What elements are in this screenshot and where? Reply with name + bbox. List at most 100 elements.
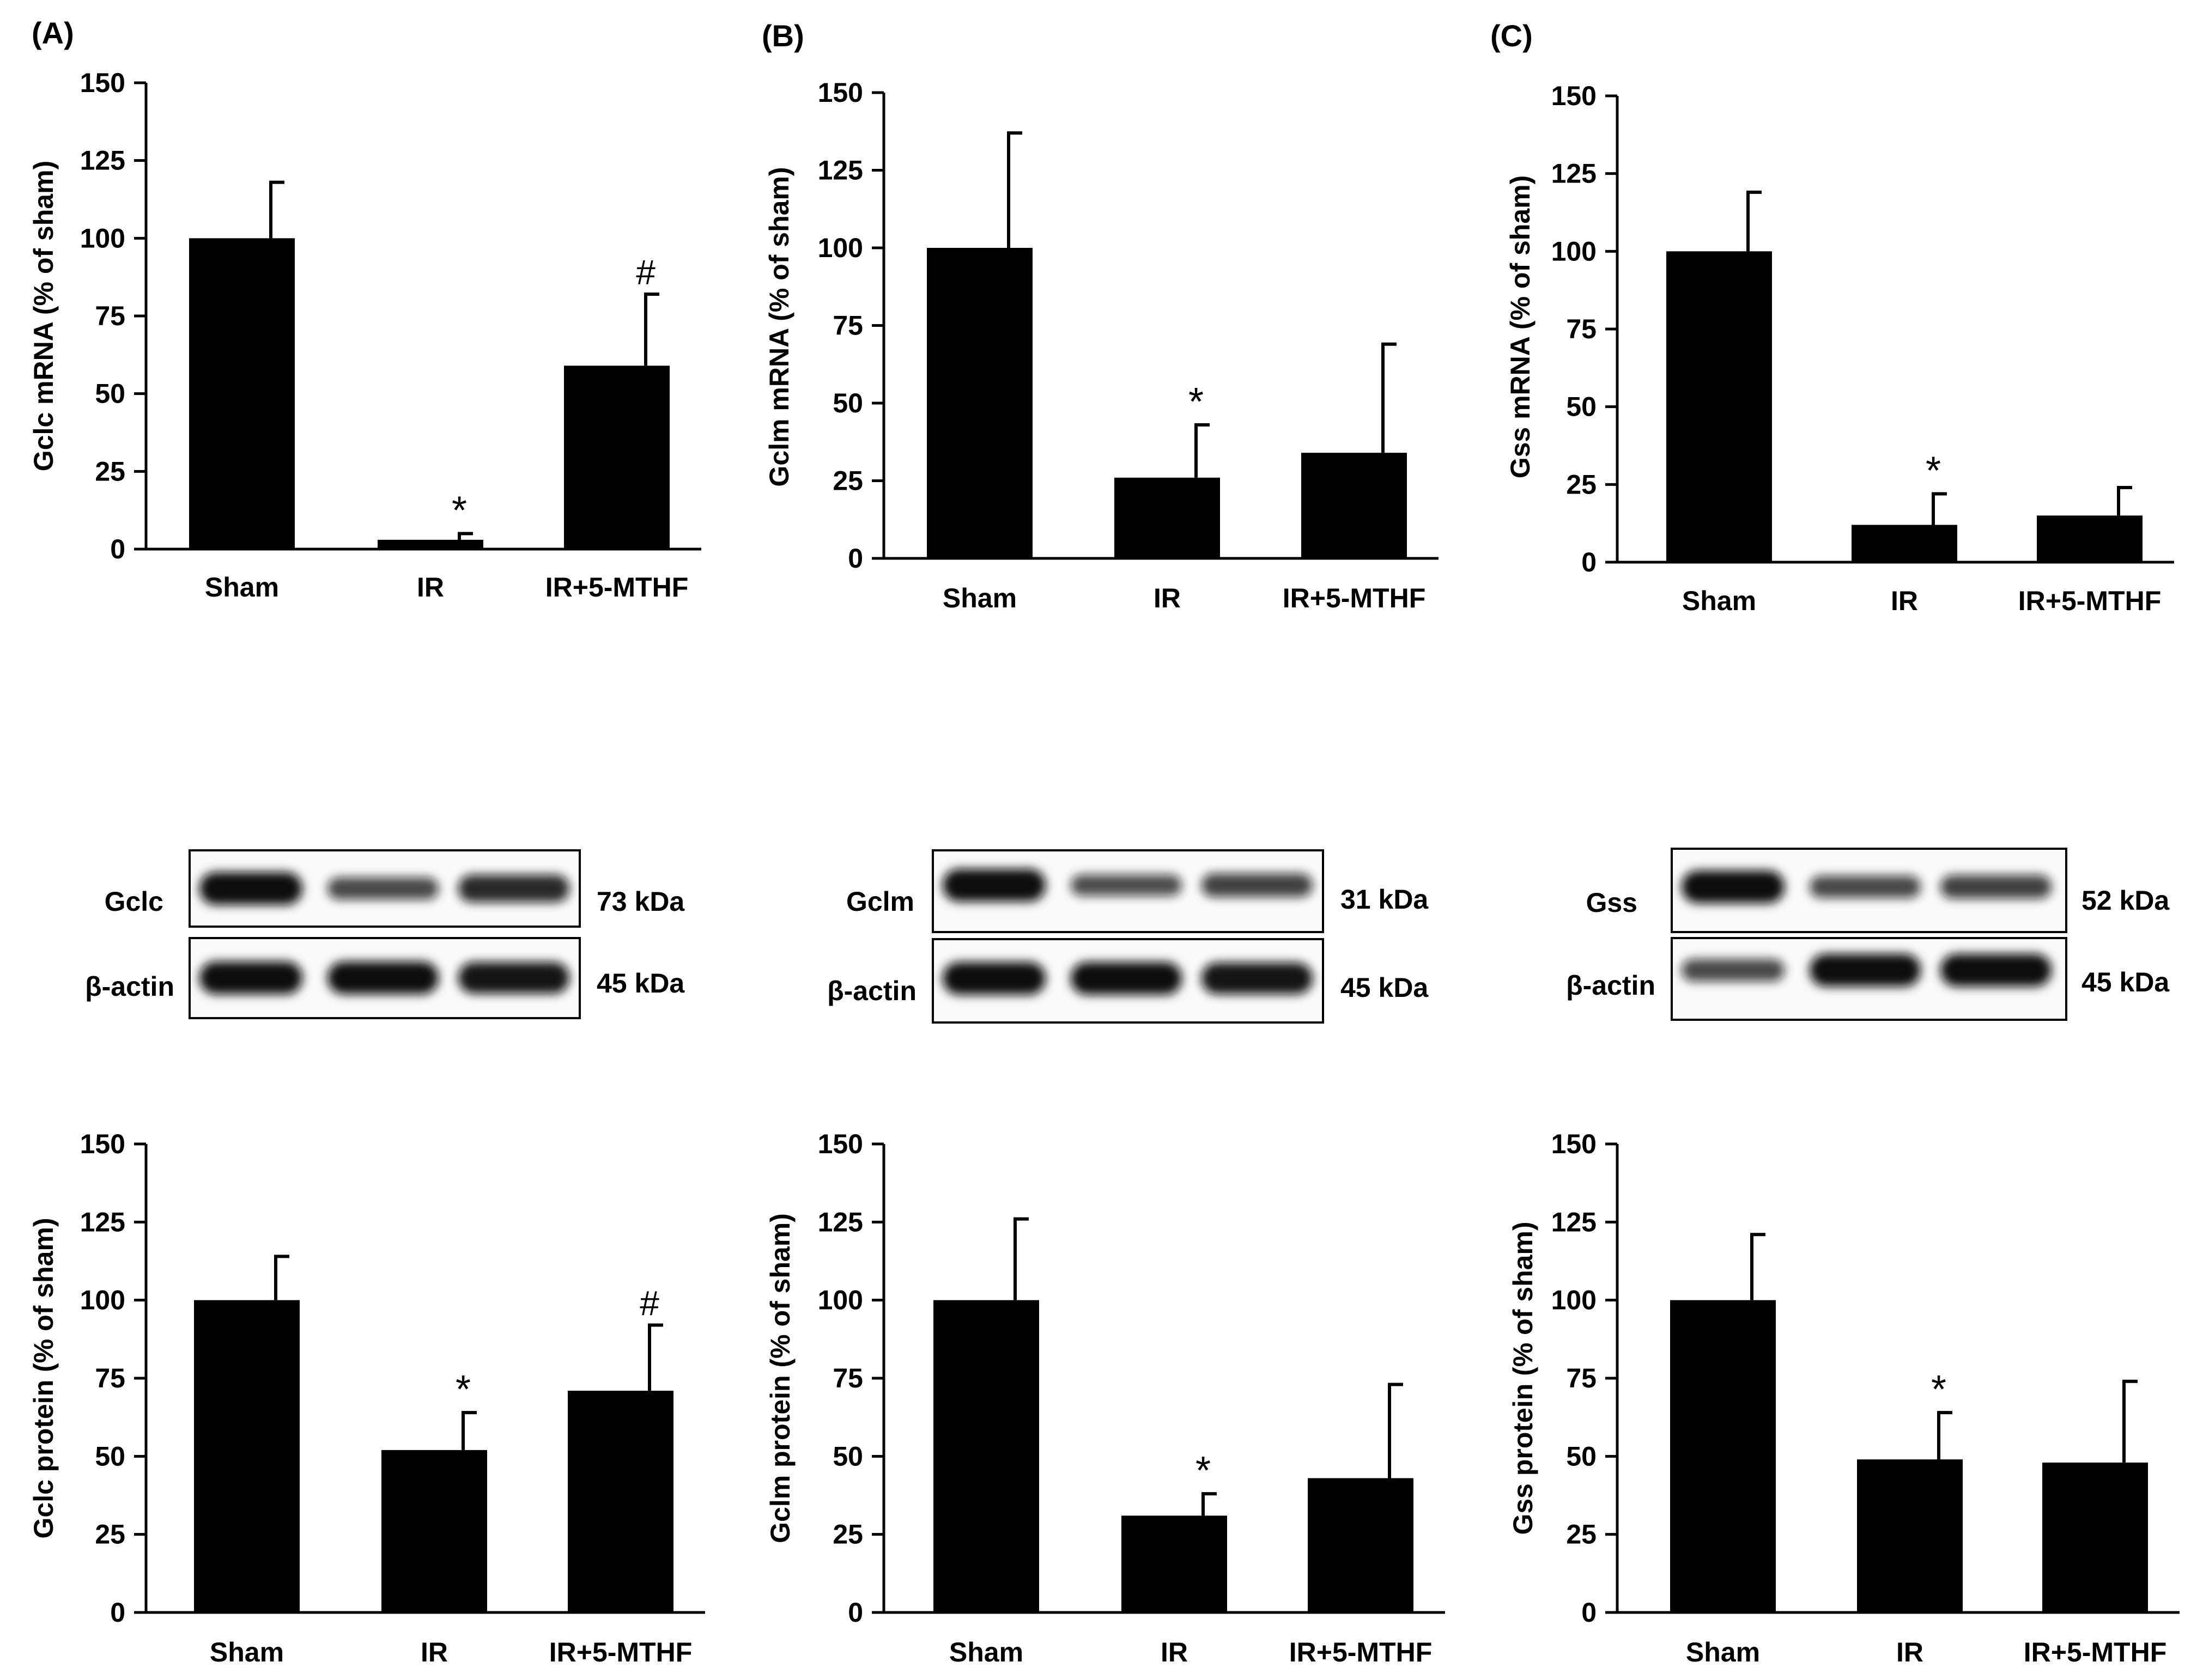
bar [2042, 1462, 2148, 1612]
y-tick-label: 50 [833, 388, 863, 418]
y-tick-label: 25 [833, 1519, 863, 1550]
y-tick-label: 125 [1551, 159, 1597, 189]
significance-mark: * [1931, 1368, 1946, 1411]
bar [189, 238, 295, 549]
y-tick-label: 75 [833, 1363, 863, 1393]
blot-target-kda: 31 kDa [1340, 884, 1429, 915]
category-label: IR [417, 572, 444, 602]
western-blot-gss: Gss β-actin 52 kDa 45 kDa [1566, 848, 2170, 1021]
y-tick-label: 0 [110, 1597, 125, 1628]
y-tick-label: 150 [818, 77, 863, 108]
significance-mark: * [452, 489, 467, 532]
y-tick-label: 100 [818, 233, 863, 263]
bar [1857, 1459, 1963, 1612]
y-tick-label: 100 [818, 1285, 863, 1316]
category-label: IR+5-MTHF [2024, 1637, 2167, 1667]
category-label: Sham [1686, 1637, 1760, 1667]
category-label: IR+5-MTHF [549, 1637, 693, 1667]
blot-band [1940, 954, 2052, 987]
blot-control-kda: 45 kDa [597, 968, 685, 999]
blot-band [1071, 962, 1182, 995]
blot-band [1682, 959, 1785, 982]
chart-gss-protein: 0 25 50 75 100 125 150 Gss protein (% of sham) S… [1508, 1129, 2180, 1667]
y-tick-label: 75 [95, 301, 125, 331]
chart-gclc-mrna: 0 25 50 75 100 125 150 Gclc mRNA (% of sham) Sha… [28, 68, 701, 602]
y-tick-label: 125 [1551, 1207, 1597, 1237]
y-axis-label: Gclc mRNA (% of sham) [28, 161, 59, 471]
blot-band [327, 877, 439, 900]
y-axis-label: Gss mRNA (% of sham) [1505, 175, 1536, 479]
y-tick-label: 50 [95, 1441, 125, 1471]
y-tick-label: 75 [1566, 314, 1597, 344]
blot-band [199, 872, 302, 905]
category-label: Sham [210, 1637, 284, 1667]
blot-band [327, 961, 439, 994]
y-tick-label: 150 [818, 1129, 863, 1159]
y-tick-label: 150 [1551, 81, 1597, 111]
y-tick-label: 0 [110, 534, 125, 564]
bar [1114, 477, 1220, 558]
blot-band [458, 962, 569, 994]
category-label: Sham [205, 572, 279, 602]
bar [568, 1390, 673, 1612]
category-label: IR [1891, 586, 1918, 616]
y-axis-label: Gclm mRNA (% of sham) [764, 167, 794, 486]
bar [194, 1300, 300, 1612]
panel-label-a: (A) [32, 16, 74, 50]
category-label: IR [421, 1637, 448, 1667]
category-label: IR [1896, 1637, 1923, 1667]
y-tick-label: 100 [1551, 236, 1597, 266]
y-tick-label: 100 [1551, 1285, 1597, 1316]
blot-band [943, 869, 1046, 902]
y-tick-label: 50 [833, 1441, 863, 1471]
y-tick-label: 0 [848, 1597, 863, 1628]
blot-band [1810, 875, 1921, 898]
category-label: Sham [1682, 586, 1756, 616]
bar [1666, 251, 1772, 562]
blot-control-kda: 45 kDa [2081, 967, 2170, 997]
category-label: IR+5-MTHF [2018, 586, 2162, 616]
y-tick-label: 0 [1581, 547, 1597, 577]
y-tick-label: 150 [1551, 1129, 1597, 1159]
bar [1308, 1478, 1413, 1612]
bar [927, 248, 1033, 558]
y-tick-label: 125 [818, 1207, 863, 1237]
blot-target-kda: 52 kDa [2081, 885, 2170, 916]
blot-target-label: Gclc [105, 886, 163, 917]
y-tick-label: 50 [1566, 392, 1597, 422]
y-tick-label: 75 [1566, 1363, 1597, 1393]
y-tick-label: 125 [80, 145, 125, 176]
chart-gclc-protein: 0 25 50 75 100 125 150 Gclc protein (% of sham)… [28, 1129, 705, 1667]
significance-mark: * [1188, 380, 1204, 424]
blot-target-label: Gss [1586, 887, 1637, 918]
blot-control-label: β-actin [85, 971, 174, 1002]
chart-gss-mrna: 0 25 50 75 100 125 150 Gss mRNA (% of sham) Sham… [1505, 81, 2174, 616]
bar [2037, 515, 2143, 562]
y-tick-label: 150 [80, 68, 125, 98]
blot-band [1071, 874, 1182, 896]
blot-control-label: β-actin [1566, 970, 1655, 1001]
significance-mark: # [636, 253, 656, 292]
y-tick-label: 50 [95, 379, 125, 409]
y-tick-label: 75 [833, 311, 863, 341]
chart-gclm-mrna: 0 25 50 75 100 125 150 Gclm mRNA (% of sham) Sha… [764, 77, 1439, 613]
category-label: IR+5-MTHF [1283, 583, 1426, 613]
y-tick-label: 25 [1566, 469, 1597, 500]
y-tick-label: 50 [1566, 1441, 1597, 1471]
significance-mark: * [456, 1368, 471, 1411]
y-tick-label: 0 [1581, 1597, 1597, 1628]
chart-gclm-protein: 0 25 50 75 100 125 150 Gclm protein (% of sham)… [765, 1129, 1445, 1667]
y-tick-label: 125 [80, 1207, 125, 1237]
panel-label-b: (B) [762, 19, 804, 53]
y-tick-label: 25 [833, 466, 863, 496]
y-tick-label: 25 [95, 456, 125, 486]
y-axis-label: Gss protein (% of sham) [1508, 1221, 1538, 1535]
panel-label-c: (C) [1490, 19, 1533, 53]
blot-control-kda: 45 kDa [1340, 972, 1429, 1003]
blot-control-label: β-actin [827, 976, 917, 1006]
category-label: IR+5-MTHF [545, 572, 689, 602]
significance-mark: * [1195, 1449, 1211, 1493]
bar [381, 1450, 487, 1612]
y-tick-label: 125 [818, 155, 863, 186]
